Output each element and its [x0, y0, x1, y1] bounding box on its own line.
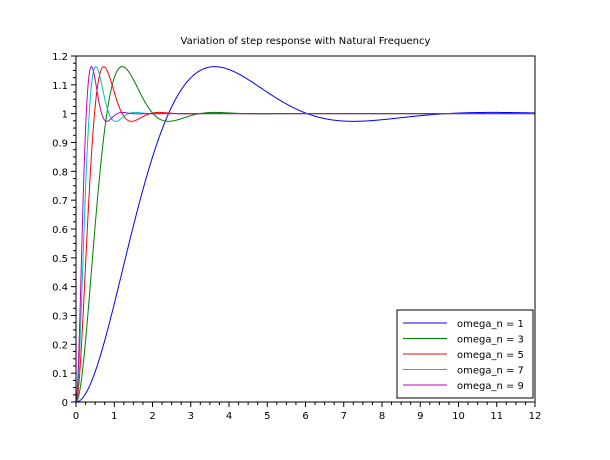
- chart-title: Variation of step response with Natural …: [181, 36, 431, 47]
- series-line: [75, 66, 536, 403]
- x-tick-label: 1: [111, 411, 117, 422]
- x-tick-label: 4: [226, 411, 232, 422]
- series-layer: [75, 66, 536, 403]
- x-tick-label: 6: [302, 411, 308, 422]
- y-tick-label: 1.1: [52, 81, 68, 92]
- y-tick-label: 0.9: [52, 139, 68, 150]
- legend: omega_n = 1 omega_n = 3 omega_n = 5 omega_n…: [396, 309, 534, 399]
- x-tick-label: 11: [490, 411, 503, 422]
- legend-label: omega_n = 3: [457, 335, 524, 346]
- y-tick-label: 0.3: [52, 312, 68, 323]
- y-tick-label: 0: [62, 398, 68, 409]
- y-tick-label: 0.6: [52, 225, 68, 236]
- x-tick-label: 8: [379, 411, 385, 422]
- x-tick-label: 12: [529, 411, 542, 422]
- y-tick-label: 0.8: [52, 167, 68, 178]
- y-tick-label: 0.2: [52, 340, 68, 351]
- y-tick-label: 1: [62, 110, 68, 121]
- y-tick-label: 0.1: [52, 369, 68, 380]
- y-tick-label: 1.2: [52, 52, 68, 63]
- x-axis: 0 1 2 3 4 5 6 7 8 9 10 11 12: [73, 402, 542, 422]
- x-tick-label: 10: [452, 411, 465, 422]
- series-line: [75, 66, 535, 403]
- x-tick-label: 7: [341, 411, 347, 422]
- legend-label: omega_n = 1: [457, 319, 524, 330]
- legend-label: omega_n = 7: [457, 366, 524, 377]
- y-tick-label: 0.4: [52, 283, 68, 294]
- y-tick-label: 0.7: [52, 196, 68, 207]
- x-tick-label: 3: [188, 411, 194, 422]
- x-tick-label: 9: [417, 411, 423, 422]
- legend-label: omega_n = 5: [457, 350, 524, 361]
- x-tick-label: 2: [149, 411, 155, 422]
- x-tick-label: 5: [264, 411, 270, 422]
- y-axis: 0 0.1 0.2 0.3 0.4 0.5 0.6 0.7 0.8 0.9 1 1.1 1.2: [52, 52, 76, 409]
- y-tick-label: 0.5: [52, 254, 68, 265]
- legend-label: omega_n = 9: [457, 381, 524, 392]
- x-tick-label: 0: [73, 411, 79, 422]
